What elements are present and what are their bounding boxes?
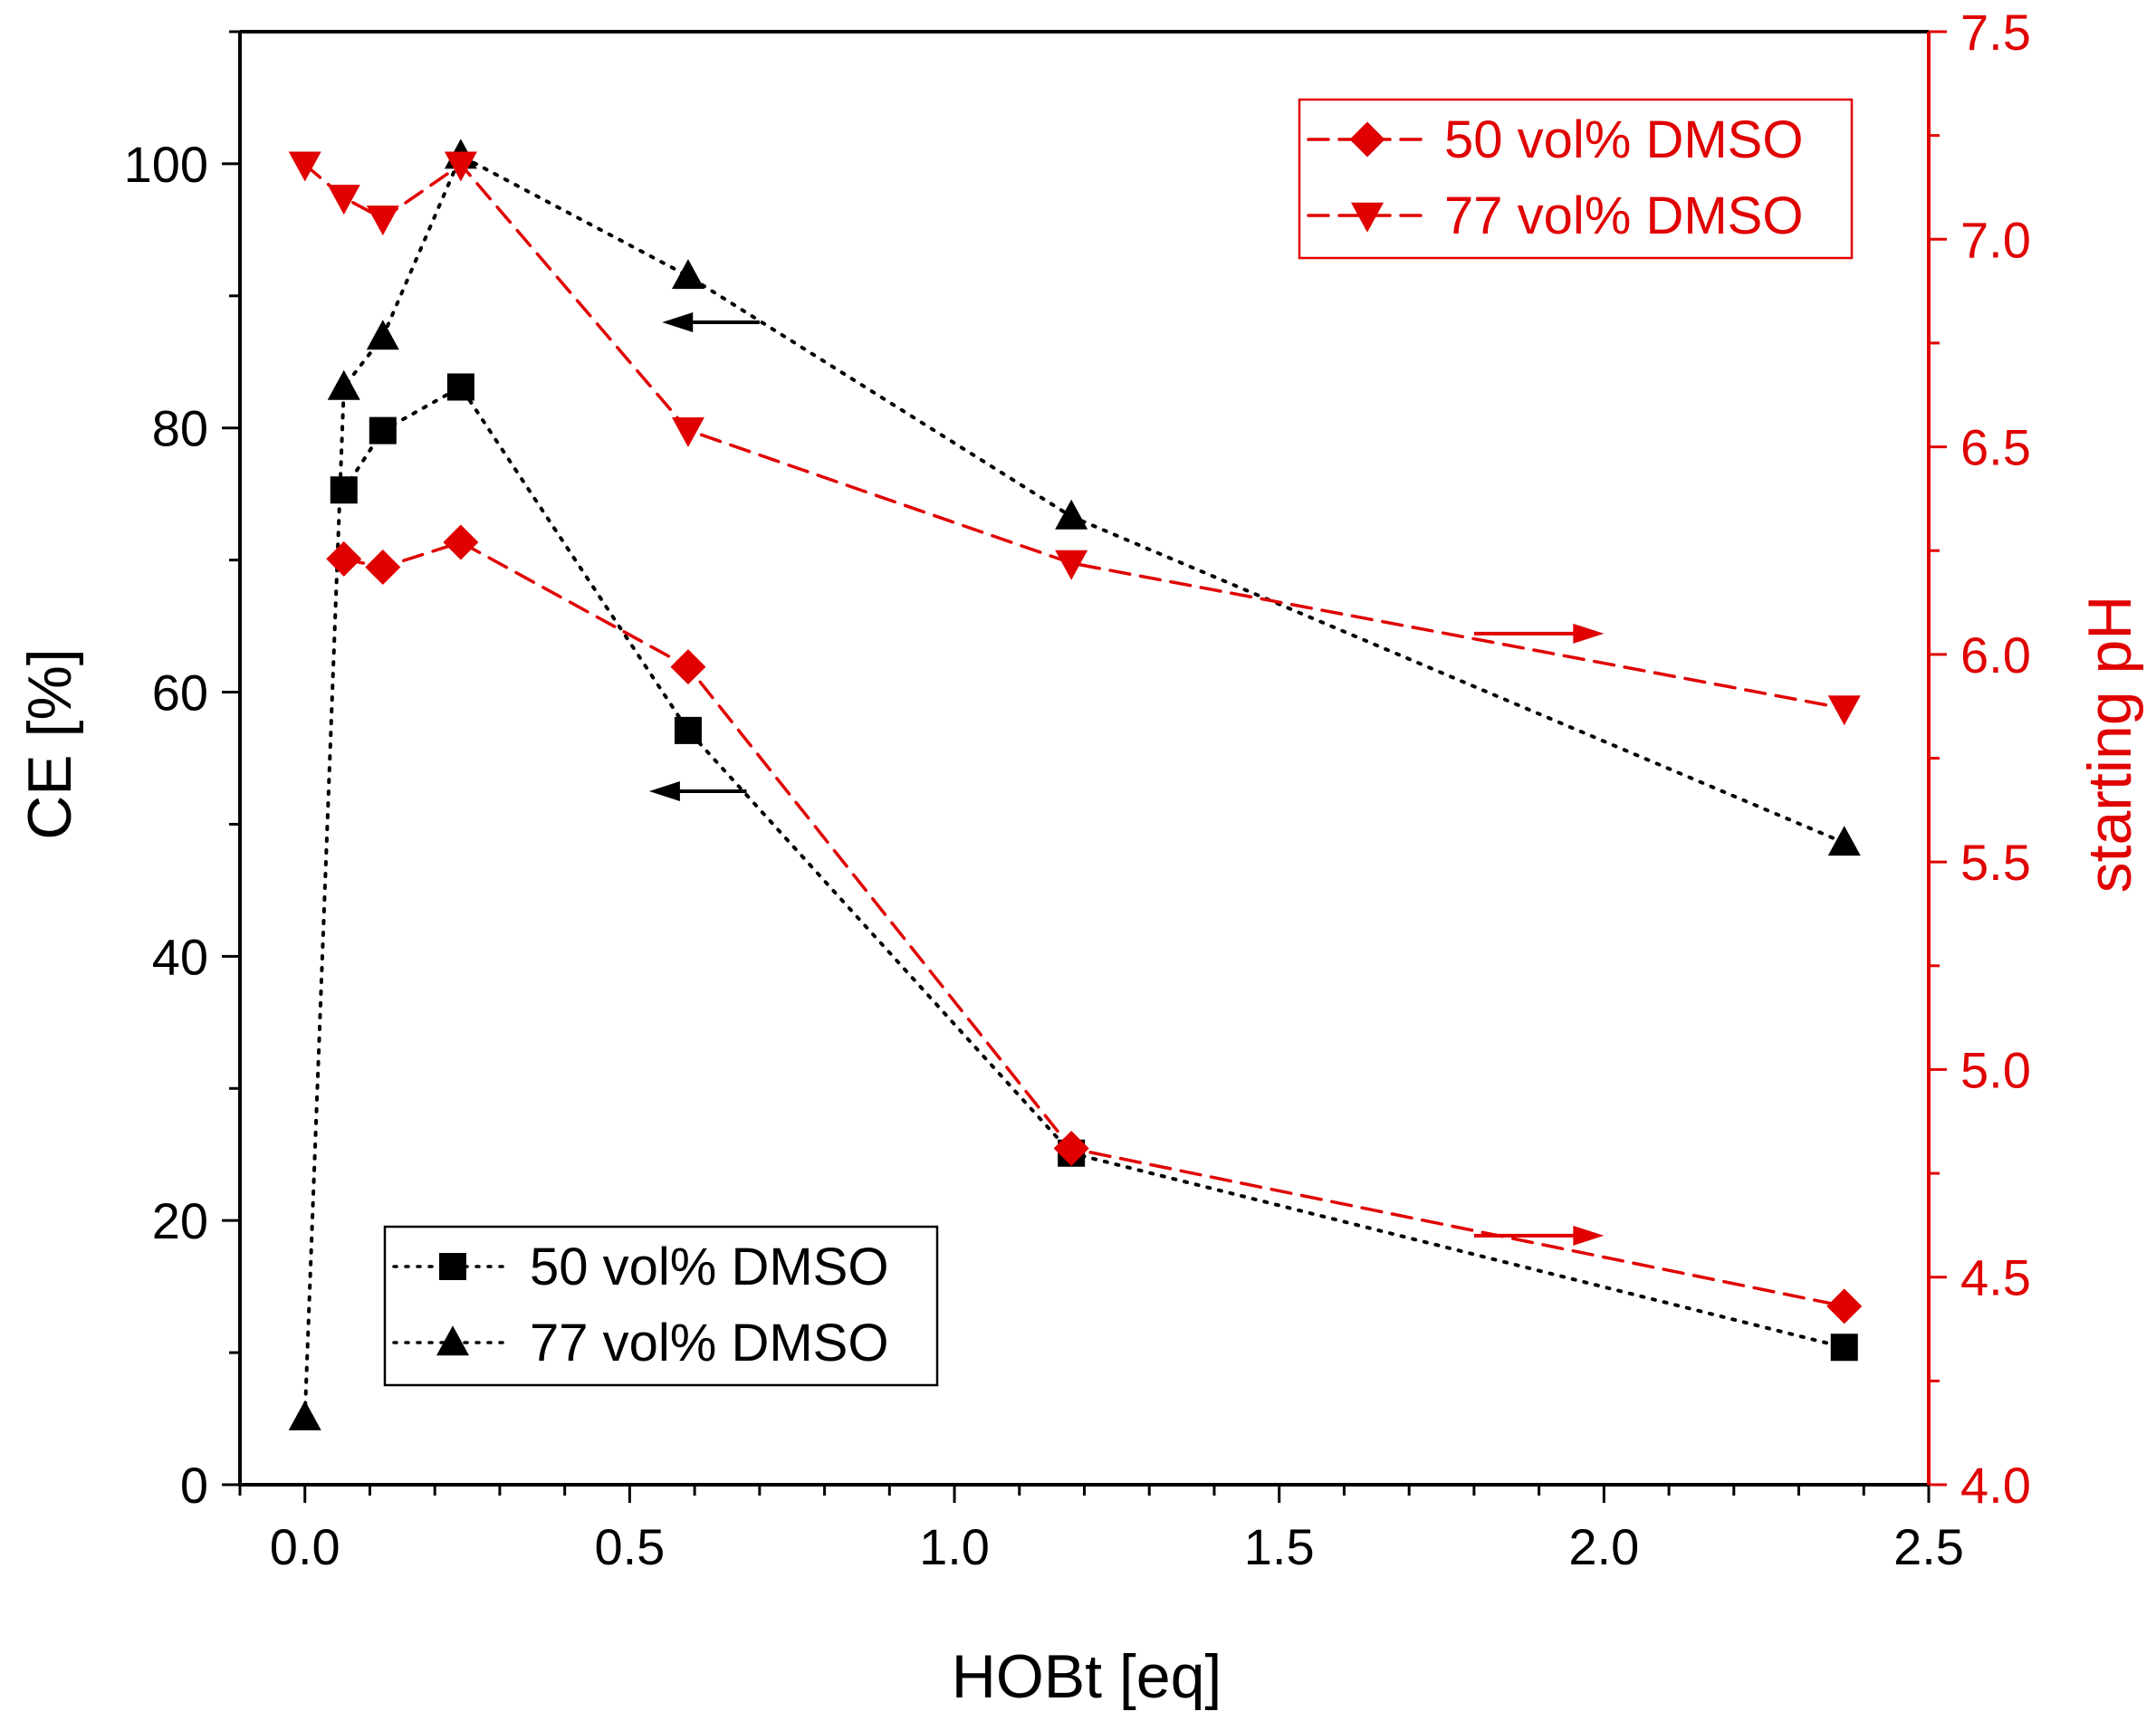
annotation-arrow-2-head	[1573, 623, 1605, 644]
y-right-tick-label: 6.5	[1960, 419, 2031, 476]
y-right-axis-title: starting pH	[2075, 596, 2144, 894]
data-point-s3-6	[1827, 695, 1861, 726]
legend-marker	[439, 1253, 466, 1280]
data-point-s1-0	[288, 1400, 321, 1430]
y-right-tick-label: 7.5	[1960, 4, 2031, 61]
x-tick-label: 2.5	[1893, 1518, 1964, 1575]
x-tick-label: 2.0	[1568, 1518, 1639, 1575]
legends: 50 vol% DMSO 77 vol% DMSO 50 vol% DMSO 77 v…	[383, 98, 1854, 1387]
y-left-tick-label: 60	[152, 664, 208, 722]
data-point-s2-1	[365, 550, 401, 586]
data-point-s1-5	[1055, 499, 1088, 530]
data-point-s3-5	[1055, 550, 1088, 580]
annotation-arrow-3	[1473, 1225, 1605, 1246]
legend-entry-label: 50 vol% DMSO	[1444, 110, 1803, 169]
data-point-s1-4	[671, 259, 704, 290]
data-point-s1-2	[366, 320, 399, 350]
x-tick-label: 0.5	[594, 1518, 665, 1575]
data-point-s2-0	[326, 540, 362, 577]
legend-box	[383, 1225, 939, 1387]
data-point-s3-2	[366, 206, 399, 236]
annotation-arrow-0-head	[662, 312, 694, 332]
y-left-axis-title: CE [%]	[15, 648, 84, 840]
annotation-arrow-2	[1473, 623, 1605, 644]
data-point-s3-1	[327, 185, 360, 215]
legend-marker	[1349, 121, 1385, 158]
annotation-arrow-1-head	[648, 780, 680, 801]
data-point-s3-0	[288, 151, 321, 182]
legend-entry-label: 77 vol% DMSO	[1444, 186, 1803, 245]
legend-entry-label: 77 vol% DMSO	[530, 1314, 888, 1372]
annotation-arrow-0	[662, 312, 760, 332]
x-tick-label: 0.0	[270, 1518, 340, 1575]
data-point-s3-4	[671, 416, 704, 447]
series-markers	[288, 139, 1863, 1430]
y-right-tick-label: 5.0	[1960, 1041, 2031, 1098]
y-left-tick-label: 40	[152, 928, 208, 985]
data-point-s3-3	[444, 151, 477, 182]
y-right-tick-label: 6.0	[1960, 626, 2031, 684]
y-right-tick-label: 4.0	[1960, 1457, 2031, 1514]
y-left-tick-label: 80	[152, 400, 208, 457]
data-point-s2-4	[1053, 1131, 1089, 1167]
data-point-s2-3	[670, 649, 706, 685]
legend-entry-label: 50 vol% DMSO	[530, 1238, 888, 1296]
annotation-arrow-3-head	[1573, 1225, 1605, 1246]
x-axis-title: HOBt [eq]	[952, 1642, 1222, 1711]
y-left-tick-label: 20	[152, 1192, 208, 1249]
data-point-s1-1	[327, 369, 360, 400]
y-left-tick-label: 100	[124, 136, 208, 193]
data-point-s0-3	[674, 716, 702, 744]
data-point-s1-6	[1827, 826, 1861, 856]
y-right-tick-label: 5.5	[1960, 834, 2031, 891]
x-tick-label: 1.5	[1244, 1518, 1315, 1575]
legend-bottom-left: 50 vol% DMSO 77 vol% DMSO	[383, 1225, 939, 1387]
data-point-s2-5	[1826, 1288, 1863, 1324]
data-point-s2-2	[443, 524, 479, 560]
y-right-tick-label: 7.0	[1960, 211, 2031, 268]
legend-marker	[436, 1325, 469, 1356]
legend-top-right: 50 vol% DMSO 77 vol% DMSO	[1298, 98, 1854, 260]
axes	[222, 30, 1947, 1503]
y-left-tick-label: 0	[180, 1457, 208, 1514]
data-point-s0-2	[446, 373, 474, 401]
legend-box	[1298, 98, 1854, 260]
y-right-tick-label: 4.5	[1960, 1249, 2031, 1306]
data-point-s0-0	[330, 476, 358, 504]
annotation-arrows	[648, 312, 1605, 1246]
data-point-s0-1	[369, 416, 397, 445]
tick-labels: 0.0 0.5 1.0 1.5 2.0 2.5 0 20 40 60 80 100 4.0 4.5 5.0 5…	[124, 4, 2031, 1575]
data-point-s0-5	[1830, 1334, 1858, 1362]
x-tick-label: 1.0	[919, 1518, 990, 1575]
annotation-arrow-1	[648, 780, 747, 801]
legend-marker	[1351, 202, 1384, 233]
